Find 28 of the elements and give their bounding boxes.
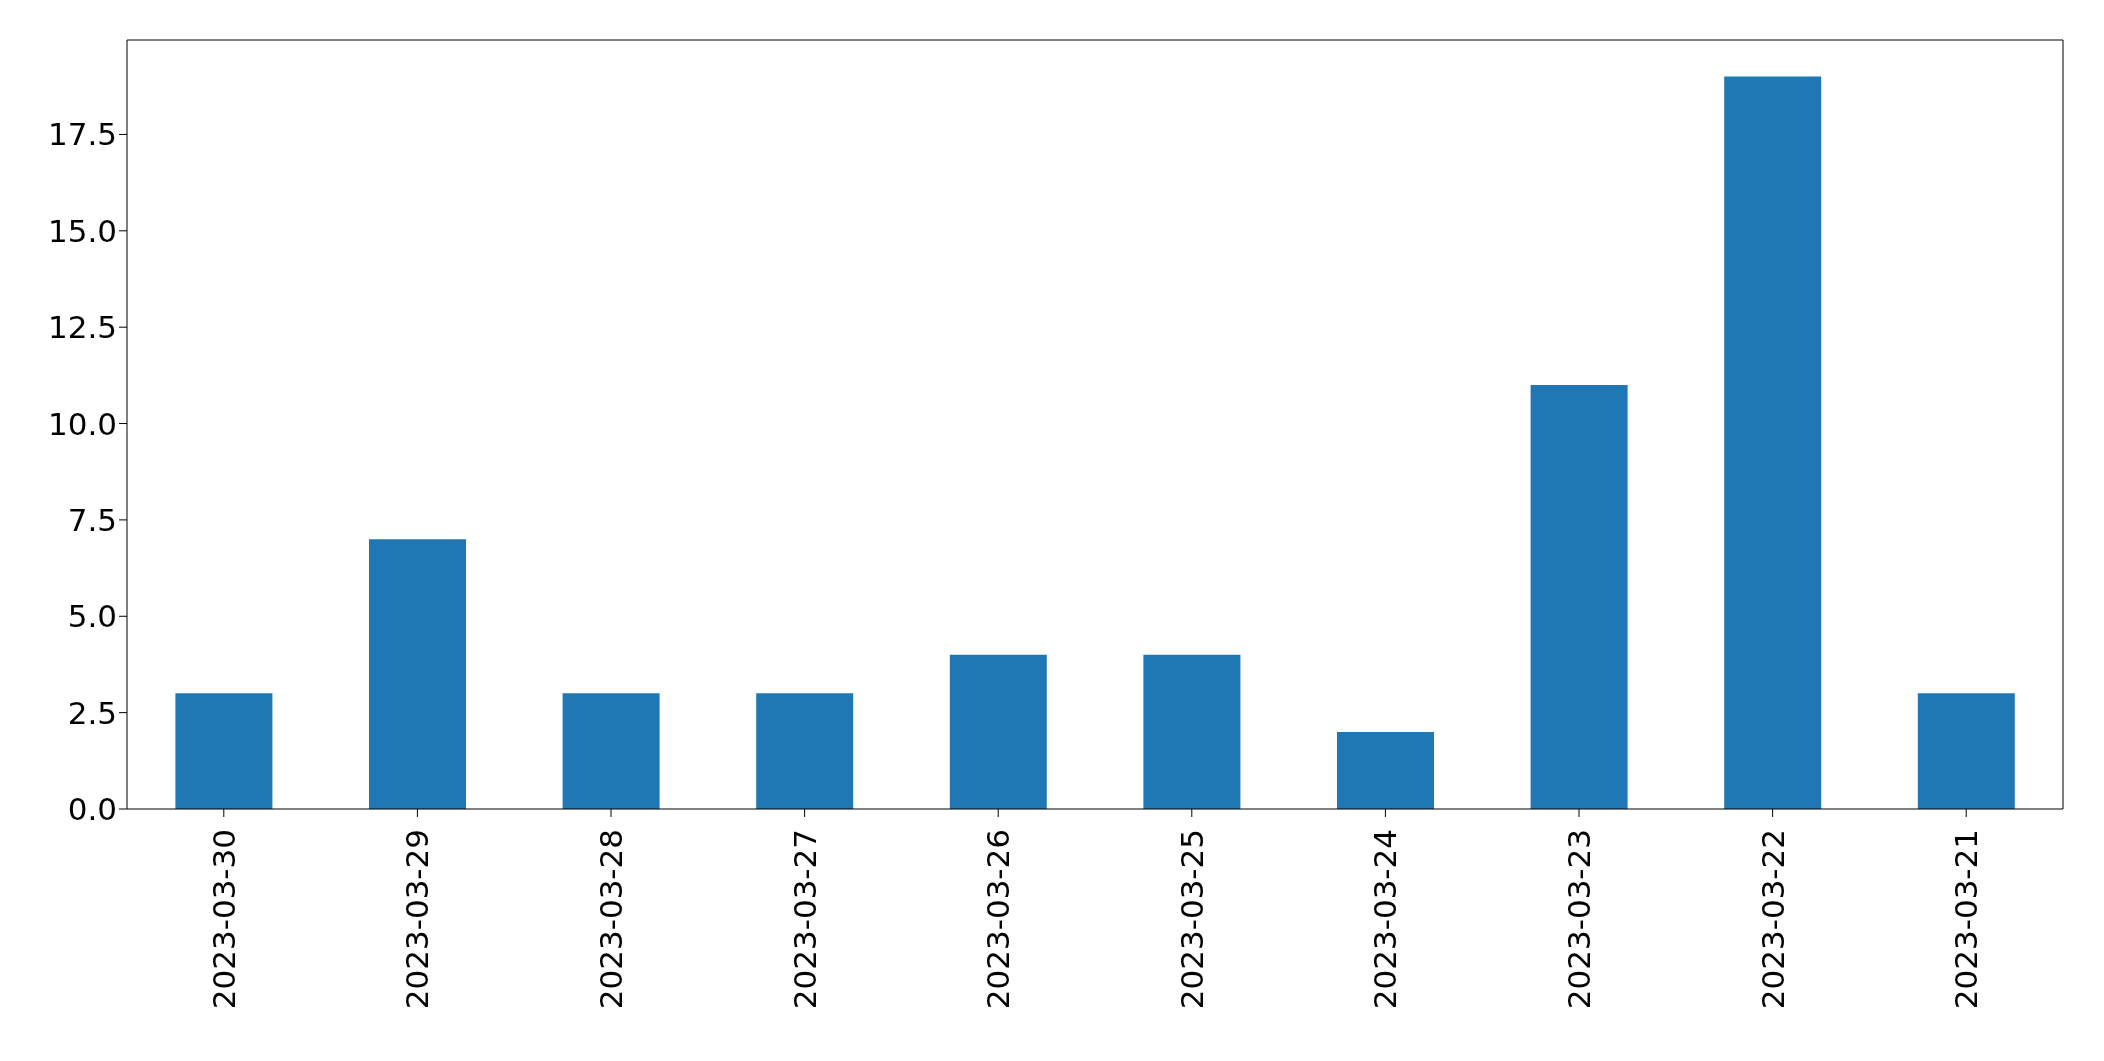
bar: [1337, 731, 1434, 809]
x-tick-label: 2023-03-24: [1367, 829, 1404, 1010]
x-tick-label: 2023-03-21: [1948, 829, 1985, 1010]
y-tick-label: 5.0: [67, 598, 117, 635]
x-tick-label: 2023-03-29: [399, 829, 436, 1010]
x-tick-label: 2023-03-23: [1561, 829, 1597, 1010]
bar: [1530, 384, 1628, 809]
x-tick-label: 2023-03-25: [1173, 829, 1210, 1010]
bar: [1917, 693, 2015, 809]
x-tick-label: 2023-03-28: [593, 829, 629, 1010]
y-tick-label: 10.0: [47, 405, 117, 442]
y-tick-label: 2.5: [67, 694, 117, 731]
bar: [756, 693, 854, 809]
y-tick-label: 12.5: [47, 309, 117, 346]
x-tick-label: 2023-03-27: [786, 829, 823, 1010]
y-tick-label: 7.5: [67, 501, 117, 538]
y-tick-label: 0.0: [67, 791, 117, 828]
bar: [369, 539, 466, 809]
x-tick-label: 2023-03-22: [1754, 829, 1791, 1010]
bar: [1724, 76, 1822, 809]
bar: [1143, 654, 1241, 809]
bar: [175, 693, 273, 809]
bar: [949, 654, 1047, 809]
x-tick-label: 2023-03-26: [980, 829, 1017, 1010]
y-tick-label: 15.0: [47, 212, 117, 249]
bar: [562, 693, 660, 809]
y-tick-label: 17.5: [47, 116, 117, 153]
x-tick-label: 2023-03-30: [205, 829, 242, 1010]
